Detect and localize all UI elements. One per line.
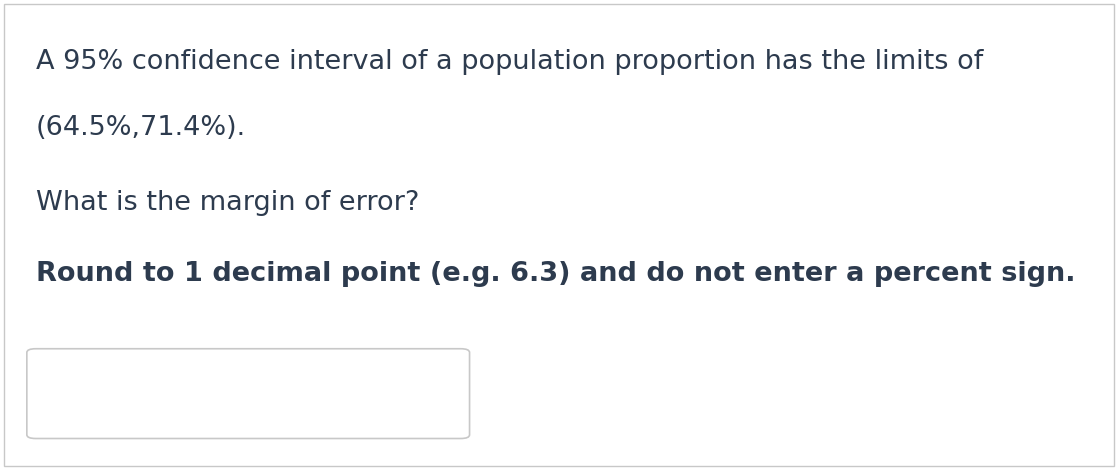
Text: A 95% confidence interval of a population proportion has the limits of: A 95% confidence interval of a populatio… [36,49,983,75]
Text: What is the margin of error?: What is the margin of error? [36,190,419,216]
Text: (64.5%,71.4%).: (64.5%,71.4%). [36,115,246,141]
Text: Round to 1 decimal point (e.g. 6.3) and do not enter a percent sign.: Round to 1 decimal point (e.g. 6.3) and … [36,261,1076,287]
